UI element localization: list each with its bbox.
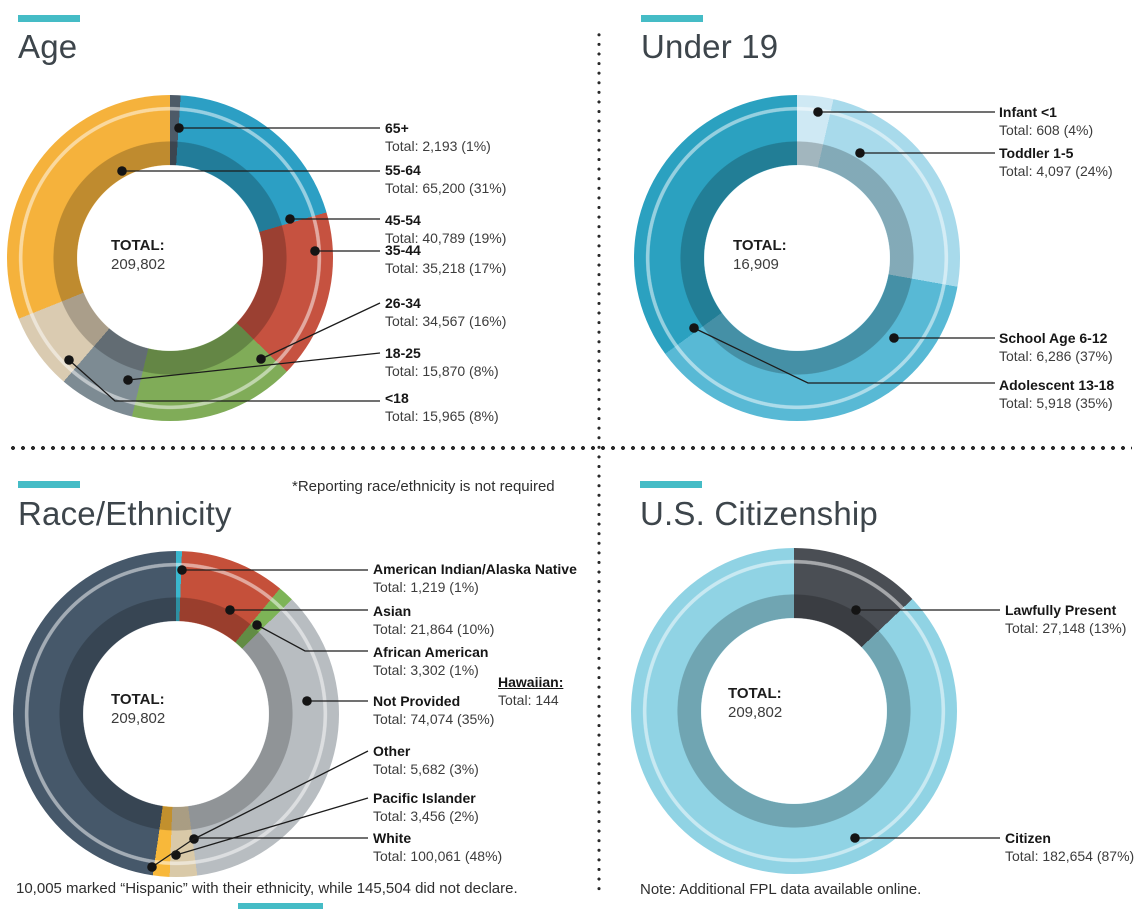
race-title: Race/Ethnicity [18,495,232,532]
callout-lawfully-present: Lawfully Present Total: 27,148 (13%) [1005,602,1127,636]
callout-age-under18: <18 Total: 15,965 (8%) [385,390,499,424]
age-total-value: 209,802 [111,256,166,273]
callout-citizen: Citizen Total: 182,654 (87%) [1005,830,1135,864]
under19-donut-chart [634,95,960,421]
callout-age-55-64: 55-64 Total: 65,200 (31%) [385,162,507,196]
callout-asian: Asian Total: 21,864 (10%) [373,603,495,637]
citizenship-donut-chart [631,548,957,874]
callout-age-45-54: 45-54 Total: 40,789 (19%) [385,212,507,246]
callout-white: White Total: 100,061 (48%) [373,830,503,864]
callout-american-indian: American Indian/Alaska Native Total: 1,2… [373,561,577,595]
under19-center-total: TOTAL: 16,909 [733,236,787,274]
age-total-label: TOTAL: [111,237,165,254]
age-center-total: TOTAL: 209,802 [111,236,165,274]
callout-age-35-44: 35-44 Total: 35,218 (17%) [385,242,507,276]
horizontal-dotted-divider [8,445,1132,451]
callout-not-provided: Not Provided Total: 74,074 (35%) [373,693,495,727]
citizenship-center-total: TOTAL: 209,802 [728,684,782,722]
citizenship-title: U.S. Citizenship [640,495,878,532]
race-donut-chart [13,551,339,877]
under19-total-value: 16,909 [733,256,779,273]
page-footer-accent-bar [238,903,323,909]
race-total-value: 209,802 [111,710,166,727]
callout-adolescent: Adolescent 13-18 Total: 5,918 (35%) [999,377,1115,411]
vertical-dotted-divider [597,30,601,892]
citizenship-total-label: TOTAL: [728,685,782,702]
callout-age-65plus: 65+ Total: 2,193 (1%) [385,120,491,154]
callout-other: Other Total: 5,682 (3%) [373,743,479,777]
age-title: Age [18,28,78,65]
citizenship-accent-bar [640,481,702,488]
hispanic-footnote: 10,005 marked “Hispanic” with their ethn… [16,880,518,897]
callout-pacific-islander: Pacific Islander Total: 3,456 (2%) [373,790,479,824]
fpl-footnote: Note: Additional FPL data available onli… [640,881,922,898]
under19-title: Under 19 [641,28,779,65]
callout-age-18-25: 18-25 Total: 15,870 (8%) [385,345,499,379]
race-center-total: TOTAL: 209,802 [111,690,165,728]
citizenship-total-value: 209,802 [728,704,783,721]
callout-african-american: African American Total: 3,302 (1%) [373,644,489,678]
under19-accent-bar [641,15,703,22]
race-total-label: TOTAL: [111,691,165,708]
age-accent-bar [18,15,80,22]
callout-school-age: School Age 6-12 Total: 6,286 (37%) [999,330,1113,364]
age-donut-chart [7,95,333,421]
callout-infant: Infant <1 Total: 608 (4%) [999,104,1094,138]
callout-hawaiian: Hawaiian: Total: 144 [498,674,564,708]
callout-age-26-34: 26-34 Total: 34,567 (16%) [385,295,507,329]
under19-total-label: TOTAL: [733,237,787,254]
race-accent-bar [18,481,80,488]
callout-toddler: Toddler 1-5 Total: 4,097 (24%) [999,145,1113,179]
race-reporting-note: *Reporting race/ethnicity is not require… [292,478,555,495]
